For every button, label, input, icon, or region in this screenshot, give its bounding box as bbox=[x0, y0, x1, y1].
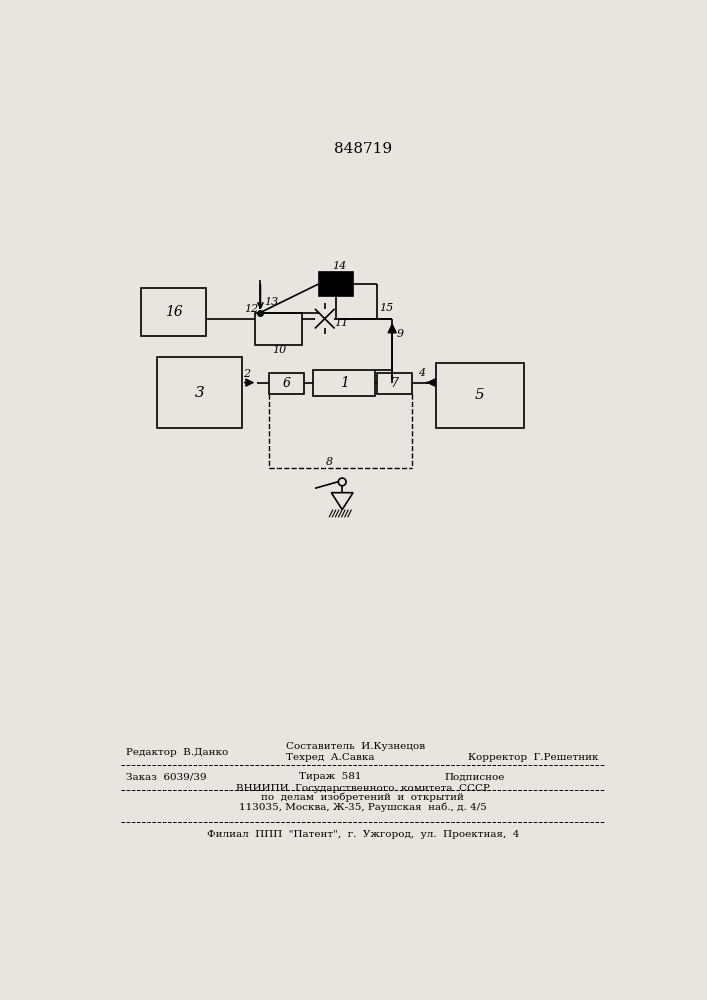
Text: 13: 13 bbox=[264, 297, 279, 307]
Text: 7: 7 bbox=[390, 377, 399, 390]
Text: Техред  А.Савка: Техред А.Савка bbox=[286, 753, 375, 762]
Text: Корректор  Г.Решетник: Корректор Г.Решетник bbox=[468, 753, 599, 762]
Text: 2: 2 bbox=[243, 369, 250, 379]
Bar bbox=[141, 288, 206, 336]
Text: по  делам  изобретений  и  открытий: по делам изобретений и открытий bbox=[262, 793, 464, 802]
Text: 15: 15 bbox=[379, 303, 393, 313]
Text: 10: 10 bbox=[273, 345, 287, 355]
Text: Филиал  ПΠΠ  "Патент",  г.  Ужгород,  ул.  Проектная,  4: Филиал ПΠΠ "Патент", г. Ужгород, ул. Про… bbox=[206, 830, 519, 839]
Bar bbox=[269, 373, 304, 394]
Text: 12: 12 bbox=[244, 304, 258, 314]
Text: Составитель  И.Кузнецов: Составитель И.Кузнецов bbox=[286, 742, 425, 751]
Text: 113035, Москва, Ж-35, Раушская  наб., д. 4/5: 113035, Москва, Ж-35, Раушская наб., д. … bbox=[239, 802, 486, 812]
Text: 4: 4 bbox=[418, 368, 425, 378]
Bar bbox=[156, 357, 242, 428]
Bar bbox=[377, 373, 412, 394]
Text: 848719: 848719 bbox=[334, 142, 392, 156]
Bar bbox=[319, 272, 354, 296]
Text: 11: 11 bbox=[334, 318, 349, 328]
Text: 8: 8 bbox=[326, 457, 333, 467]
Text: Тираж  581: Тираж 581 bbox=[299, 772, 362, 781]
Bar bbox=[436, 363, 524, 428]
Text: Подписное: Подписное bbox=[445, 772, 506, 781]
Bar bbox=[255, 312, 301, 345]
Text: 6: 6 bbox=[282, 377, 291, 390]
Text: Редактор  В.Данко: Редактор В.Данко bbox=[126, 748, 228, 757]
Text: 3: 3 bbox=[194, 386, 204, 400]
Text: 9: 9 bbox=[397, 329, 404, 339]
Text: 14: 14 bbox=[332, 261, 346, 271]
Text: ВНИИПИ  Государственного  комитета  СССР: ВНИИПИ Государственного комитета СССР bbox=[236, 784, 490, 793]
Text: 16: 16 bbox=[165, 305, 182, 319]
Text: 5: 5 bbox=[475, 388, 484, 402]
Bar bbox=[313, 370, 375, 396]
Text: Заказ  6039/39: Заказ 6039/39 bbox=[126, 772, 206, 781]
Text: 1: 1 bbox=[339, 376, 349, 390]
